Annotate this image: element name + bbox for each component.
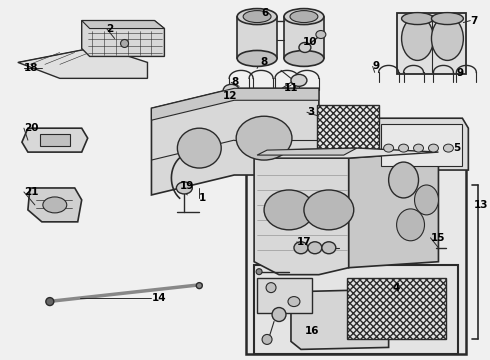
Polygon shape (151, 88, 319, 195)
Ellipse shape (223, 84, 239, 96)
Bar (237, 17, 277, 58)
Text: 21: 21 (24, 187, 38, 197)
Ellipse shape (414, 144, 423, 152)
Ellipse shape (304, 190, 354, 230)
Ellipse shape (402, 17, 434, 60)
Polygon shape (82, 21, 165, 28)
Text: 20: 20 (24, 123, 38, 133)
Bar (284, 17, 324, 58)
Text: 14: 14 (151, 293, 166, 303)
Polygon shape (257, 148, 357, 155)
Bar (317, 105, 379, 167)
Ellipse shape (384, 144, 393, 152)
Ellipse shape (322, 242, 336, 254)
Text: 9: 9 (456, 68, 464, 78)
Text: 1: 1 (199, 193, 207, 203)
Ellipse shape (432, 13, 464, 24)
Ellipse shape (243, 10, 271, 23)
Polygon shape (254, 158, 349, 275)
Text: 17: 17 (297, 237, 312, 247)
Bar (381, 124, 463, 166)
Ellipse shape (443, 144, 453, 152)
Ellipse shape (43, 197, 67, 213)
Ellipse shape (46, 298, 54, 306)
Ellipse shape (294, 242, 308, 254)
Polygon shape (82, 21, 165, 57)
Ellipse shape (196, 283, 202, 289)
Bar (254, 265, 458, 354)
Text: 15: 15 (431, 233, 445, 243)
Text: 5: 5 (453, 143, 461, 153)
Bar (257, 278, 312, 312)
Text: 10: 10 (303, 37, 318, 48)
Ellipse shape (236, 116, 292, 160)
Ellipse shape (308, 242, 322, 254)
Text: 7: 7 (470, 15, 478, 26)
Polygon shape (151, 88, 319, 120)
Ellipse shape (290, 10, 318, 23)
Ellipse shape (237, 50, 277, 66)
Text: 4: 4 (392, 283, 400, 293)
Ellipse shape (299, 42, 311, 53)
Polygon shape (254, 148, 439, 158)
Text: 11: 11 (284, 83, 298, 93)
Ellipse shape (237, 9, 277, 24)
Ellipse shape (428, 144, 439, 152)
Ellipse shape (177, 128, 221, 168)
Polygon shape (28, 188, 82, 222)
Polygon shape (377, 118, 468, 170)
Ellipse shape (266, 283, 276, 293)
Ellipse shape (389, 162, 418, 198)
Ellipse shape (284, 50, 324, 66)
Ellipse shape (272, 307, 286, 321)
Ellipse shape (262, 334, 272, 345)
Polygon shape (18, 49, 147, 78)
Bar (396, 13, 466, 75)
Ellipse shape (316, 31, 326, 39)
Ellipse shape (396, 209, 424, 241)
Ellipse shape (121, 40, 128, 48)
Text: 19: 19 (179, 181, 194, 191)
Text: 8: 8 (231, 77, 239, 87)
Ellipse shape (284, 9, 324, 24)
Text: 8: 8 (260, 57, 268, 67)
Text: 9: 9 (373, 62, 380, 71)
Text: 18: 18 (24, 63, 38, 73)
Text: 12: 12 (223, 91, 238, 101)
Ellipse shape (291, 75, 307, 86)
Text: 3: 3 (307, 107, 314, 117)
Bar (347, 278, 446, 339)
Ellipse shape (264, 190, 314, 230)
Polygon shape (22, 128, 88, 152)
Text: 16: 16 (305, 327, 319, 337)
Polygon shape (349, 152, 439, 268)
Ellipse shape (288, 297, 300, 307)
Ellipse shape (176, 182, 192, 194)
Text: 13: 13 (473, 200, 488, 210)
Polygon shape (291, 289, 389, 350)
Ellipse shape (256, 269, 262, 275)
Ellipse shape (432, 17, 464, 60)
Bar (40, 134, 70, 146)
Text: 6: 6 (261, 8, 269, 18)
Ellipse shape (402, 13, 434, 24)
Ellipse shape (398, 144, 409, 152)
Bar (246, 150, 466, 354)
Ellipse shape (415, 185, 439, 215)
Text: 2: 2 (107, 23, 114, 33)
